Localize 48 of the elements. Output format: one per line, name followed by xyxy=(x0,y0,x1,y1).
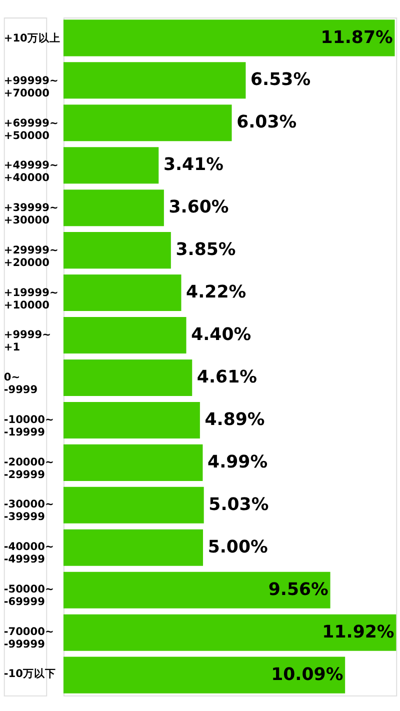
y-tick-label: -20000~ -29999 xyxy=(4,456,54,481)
y-tick-label: -40000~ -49999 xyxy=(4,541,54,566)
bar xyxy=(63,614,396,651)
bar xyxy=(63,444,203,481)
data-label: 4.99% xyxy=(208,452,268,472)
bar xyxy=(63,147,159,184)
data-label: 6.03% xyxy=(236,112,297,133)
bar xyxy=(63,232,171,269)
data-label: 4.61% xyxy=(196,368,257,388)
bar xyxy=(63,20,395,56)
y-tick-label: +39999~ +30000 xyxy=(4,202,58,227)
y-tick-label: +10万以上 xyxy=(4,32,60,45)
bar xyxy=(63,529,204,566)
y-tick-label: +69999~ +50000 xyxy=(4,117,58,142)
data-label: 6.53% xyxy=(250,70,311,90)
bar xyxy=(63,402,200,438)
y-tick-label: +29999~ +20000 xyxy=(4,244,58,269)
data-label: 4.40% xyxy=(191,325,252,346)
bar xyxy=(63,62,246,99)
y-tick-label: +99999~ +70000 xyxy=(4,74,58,100)
data-label: 10.09% xyxy=(271,664,344,685)
y-tick-label: -50000~ -69999 xyxy=(4,583,54,608)
bar xyxy=(63,359,192,396)
bar xyxy=(63,486,204,524)
data-label: 4.89% xyxy=(204,410,265,430)
bar xyxy=(63,572,330,608)
y-tick-label: -10000~ -19999 xyxy=(4,414,54,438)
bar xyxy=(63,317,186,354)
data-label: 3.41% xyxy=(163,155,224,176)
y-tick-label: -30000~ -39999 xyxy=(4,498,54,524)
bar xyxy=(63,190,164,226)
data-label: 5.00% xyxy=(208,537,268,558)
y-tick-label: -70000~ -99999 xyxy=(4,626,54,650)
data-label: 4.22% xyxy=(186,282,246,303)
y-tick-label: -10万以下 xyxy=(4,667,56,680)
bar xyxy=(63,656,346,694)
data-label: 11.87% xyxy=(320,28,393,48)
data-label: 11.92% xyxy=(322,622,394,642)
data-label: 3.85% xyxy=(176,240,236,260)
bar xyxy=(63,104,232,142)
data-label: 5.03% xyxy=(208,494,269,515)
bar xyxy=(63,274,182,312)
y-tick-label: +9999~ +1 xyxy=(4,329,51,354)
y-tick-label: +19999~ +10000 xyxy=(4,286,58,312)
y-tick-label: +49999~ +40000 xyxy=(4,160,58,184)
data-label: 9.56% xyxy=(268,580,328,600)
data-label: 3.60% xyxy=(168,198,229,218)
y-tick-label: 0~ -9999 xyxy=(4,372,38,396)
